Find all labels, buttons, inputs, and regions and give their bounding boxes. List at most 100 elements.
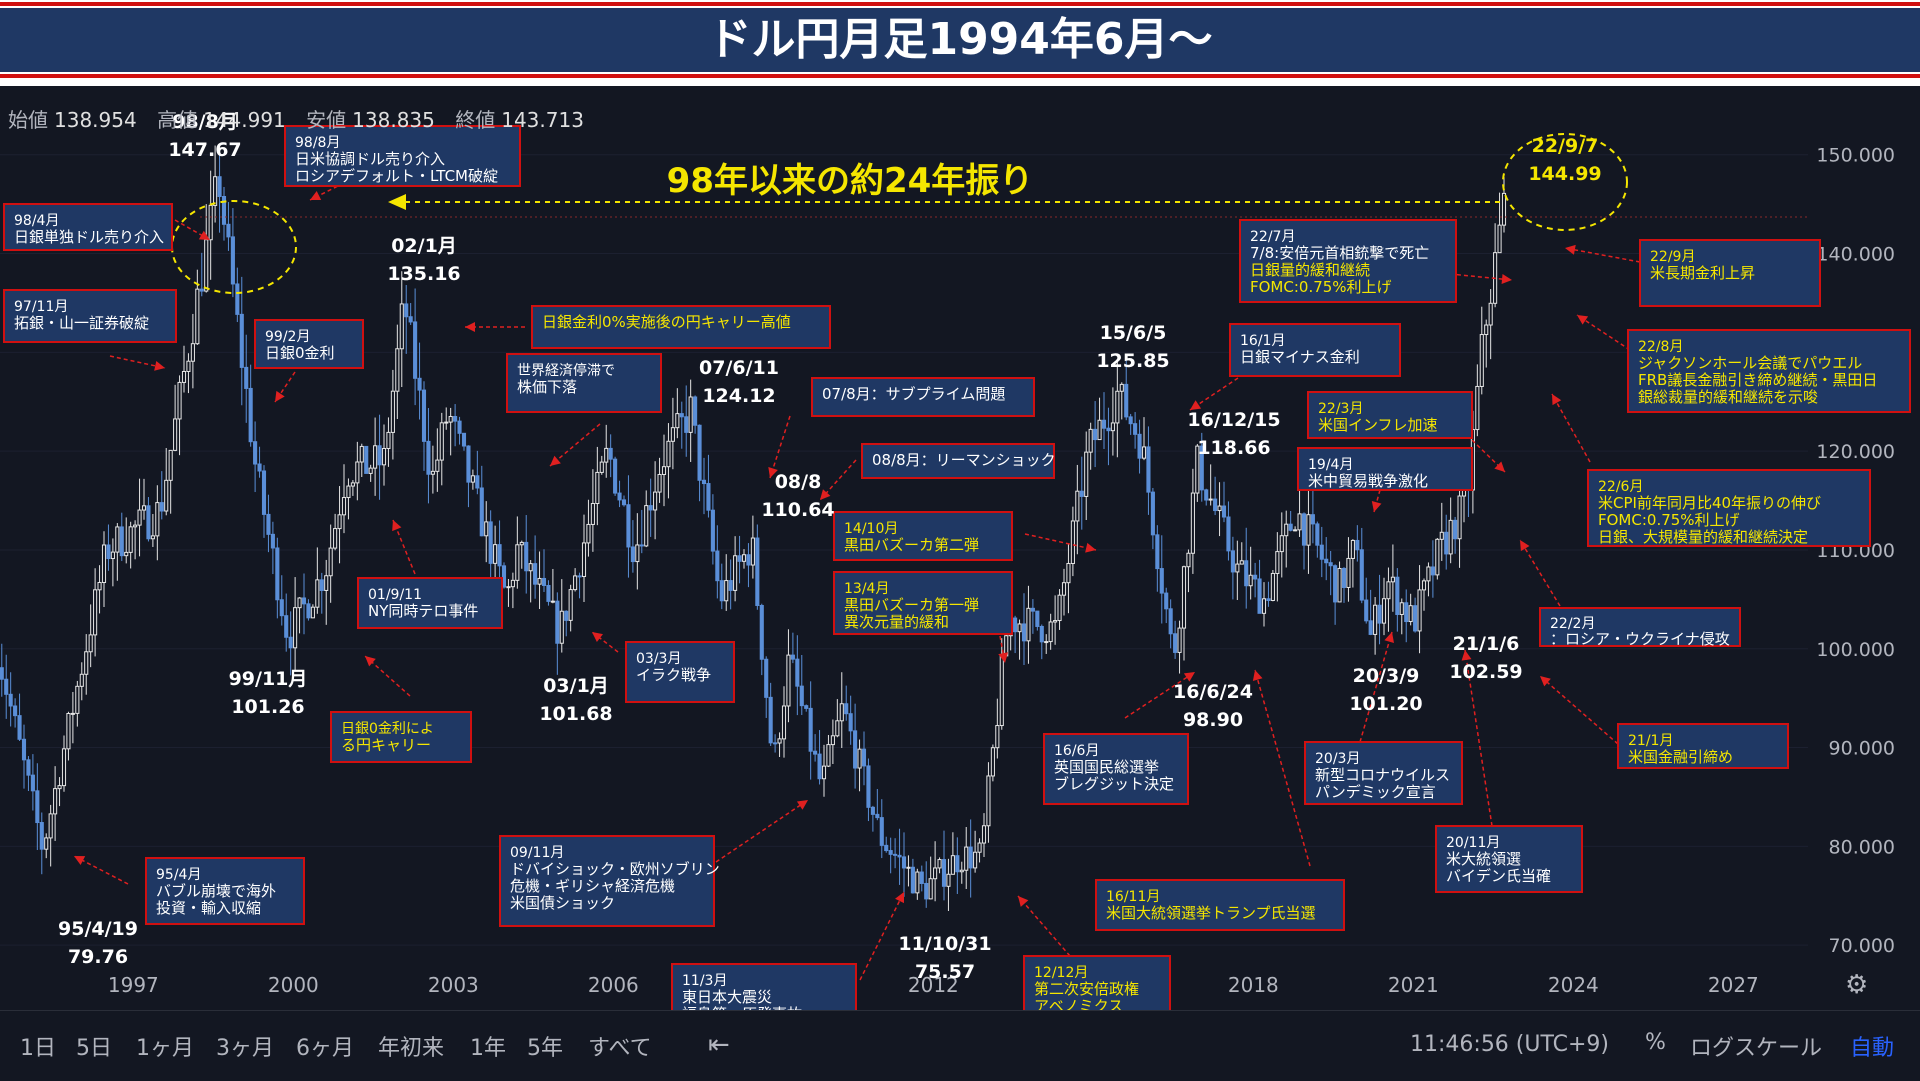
candle-body bbox=[208, 204, 213, 241]
annotation-arrow bbox=[1576, 314, 1631, 351]
annotation-arrow bbox=[1539, 675, 1619, 745]
annotation-line: 19/4月 bbox=[1308, 457, 1353, 473]
candle-body bbox=[621, 499, 627, 506]
candle-body bbox=[1444, 531, 1449, 555]
annotation-frame bbox=[531, 305, 831, 349]
candle-body bbox=[501, 565, 507, 588]
price-label-value: 144.99 bbox=[1528, 163, 1601, 185]
annotation-arrow bbox=[73, 855, 129, 885]
annotation-frame bbox=[330, 711, 472, 763]
timeframe-3m[interactable]: 3ヶ月 bbox=[216, 1036, 274, 1061]
candle-body bbox=[786, 654, 791, 707]
candle-body bbox=[959, 869, 964, 873]
annotation-line: ブレグジット決定 bbox=[1054, 775, 1174, 793]
candle-body bbox=[399, 303, 404, 350]
percent-toggle[interactable]: % bbox=[1645, 1030, 1666, 1055]
candle-body bbox=[284, 615, 289, 638]
candle-body bbox=[404, 303, 409, 318]
annotation-line: 22/7月 bbox=[1250, 229, 1295, 245]
candle-body bbox=[546, 584, 551, 602]
timeframe-1m[interactable]: 1ヶ月 bbox=[136, 1036, 194, 1061]
candle-body bbox=[488, 521, 493, 564]
candle-body bbox=[150, 535, 155, 540]
annotation-line: 黒田バズーカ第一弾 bbox=[844, 596, 979, 614]
annotation-frame bbox=[499, 835, 715, 927]
candle-body bbox=[684, 416, 689, 433]
timeframe-5y[interactable]: 5年 bbox=[527, 1036, 563, 1061]
candle-body bbox=[1408, 605, 1413, 623]
annotation-arrow-head bbox=[820, 489, 831, 500]
timeframe-ytd[interactable]: 年初来 bbox=[378, 1036, 445, 1061]
candle-body bbox=[1190, 492, 1195, 554]
candle-body bbox=[221, 196, 227, 225]
annotation-frame bbox=[1229, 323, 1401, 377]
candle-body bbox=[901, 856, 907, 869]
candle-body bbox=[1101, 419, 1107, 429]
timeframe-1d[interactable]: 1日 bbox=[20, 1036, 56, 1061]
price-label-date: 99/11月 bbox=[229, 668, 308, 690]
candle-body bbox=[346, 485, 351, 499]
bottom-toolbar bbox=[0, 1010, 1920, 1081]
annotation-arrow-head bbox=[998, 652, 1009, 663]
candle-body bbox=[577, 575, 582, 578]
candle-body bbox=[1333, 565, 1338, 603]
candle-body bbox=[648, 505, 653, 511]
candle-body bbox=[1346, 557, 1351, 588]
candle-body bbox=[1168, 608, 1173, 635]
x-tick-label: 1997 bbox=[108, 973, 159, 997]
candle-body bbox=[626, 504, 631, 548]
auto-scale-toggle[interactable]: 自動 bbox=[1850, 1036, 1895, 1061]
timeframe-all[interactable]: すべて bbox=[588, 1036, 652, 1061]
candle-body bbox=[1448, 519, 1453, 555]
candle-body bbox=[1266, 598, 1271, 601]
candle-body bbox=[493, 544, 498, 564]
x-tick-label: 2024 bbox=[1548, 973, 1599, 997]
ohlc-readout: 始値 138.954 高値 144.991 安値 138.835 終値 143.713 bbox=[8, 104, 598, 133]
annotation-line: 7/8:安倍元首相銃撃で死亡 bbox=[1250, 244, 1429, 262]
annotation-arrow-head bbox=[550, 455, 561, 466]
candle-body bbox=[364, 445, 369, 474]
candle-body bbox=[941, 859, 947, 887]
annotation-arrow-head bbox=[1501, 274, 1512, 285]
y-axis: 70.00080.00090.000100.000110.000120.0001… bbox=[1816, 145, 1895, 957]
annotation-box: 22/6月米CPI前年同月比40年振りの伸びFOMC:0.75%利上げ日銀、大規… bbox=[1551, 393, 1871, 547]
log-scale-toggle[interactable]: ログスケール bbox=[1690, 1036, 1823, 1061]
candle-body bbox=[1124, 383, 1129, 418]
annotation-line: 01/9/11 bbox=[368, 587, 422, 603]
candle-body bbox=[253, 441, 258, 465]
y-tick-label: 140.000 bbox=[1816, 244, 1895, 266]
annotation-line: 22/8月 bbox=[1638, 339, 1683, 355]
annotation-frame bbox=[1639, 239, 1821, 307]
candle-body bbox=[1088, 428, 1093, 453]
x-tick-label: 2012 bbox=[908, 973, 959, 997]
timeframe-5d[interactable]: 5日 bbox=[76, 1036, 112, 1061]
candle-body bbox=[1484, 324, 1489, 336]
annotation-line: 20/3月 bbox=[1315, 751, 1360, 767]
timeframe-1y[interactable]: 1年 bbox=[470, 1036, 506, 1061]
go-to-date-icon[interactable]: ⇤ bbox=[708, 1030, 730, 1060]
candle-body bbox=[106, 544, 111, 560]
candle-body bbox=[1230, 550, 1235, 573]
candle-body bbox=[990, 747, 995, 777]
candle-body bbox=[879, 817, 884, 846]
timeframe-6m[interactable]: 6ヶ月 bbox=[296, 1036, 354, 1061]
annotation-line: 21/1月 bbox=[1628, 733, 1673, 749]
candlestick-chart[interactable]: 70.00080.00090.000100.000110.000120.0001… bbox=[0, 86, 1920, 1010]
candle-body bbox=[1155, 534, 1160, 570]
candle-body bbox=[564, 610, 569, 621]
candle-body bbox=[750, 537, 755, 566]
annotation-line: 日銀0金利によ bbox=[341, 721, 434, 737]
candle-body bbox=[310, 606, 315, 619]
candle-body bbox=[1213, 498, 1218, 512]
settings-gear-icon[interactable]: ⚙ bbox=[1845, 970, 1869, 1000]
candle-body bbox=[479, 487, 484, 537]
candle-body bbox=[781, 705, 787, 740]
candle-body bbox=[1439, 531, 1444, 540]
candle-body bbox=[1057, 594, 1062, 622]
